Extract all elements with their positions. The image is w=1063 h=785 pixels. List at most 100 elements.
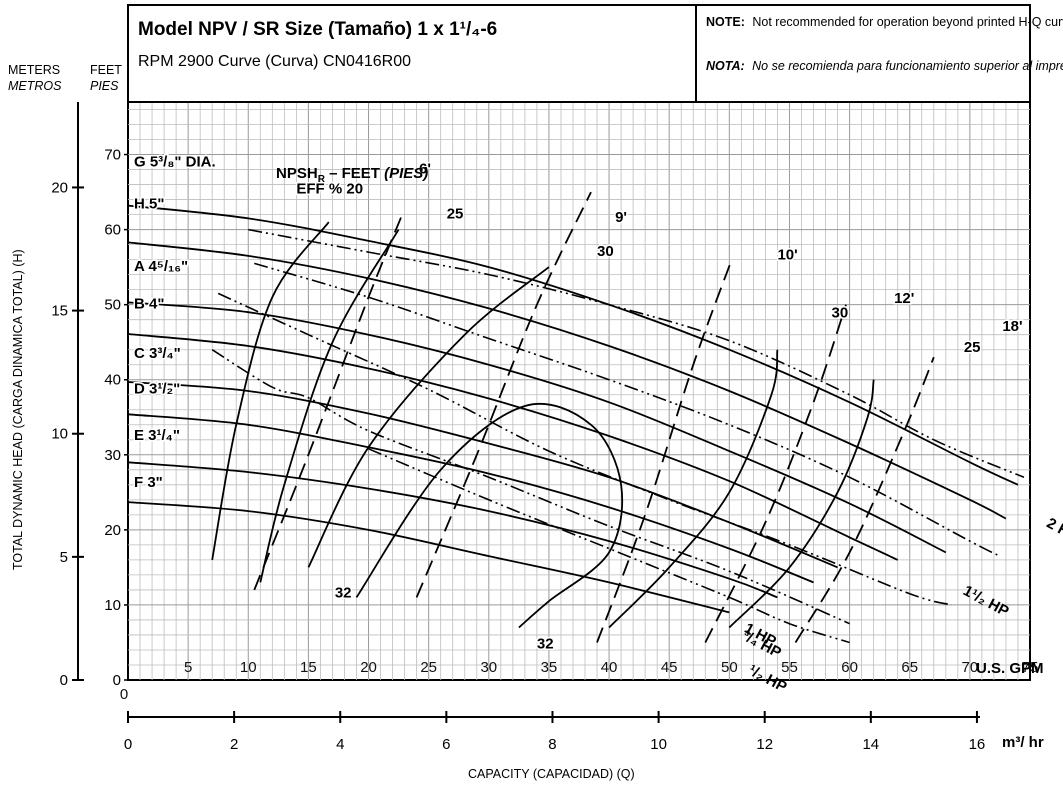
gpm-tick-label: 70	[962, 659, 979, 676]
eff-label: 25	[964, 339, 981, 356]
m3-tick-label: 10	[650, 736, 667, 753]
gpm-tick-label: 35	[541, 659, 558, 676]
impeller-label: F 3"	[134, 474, 163, 491]
meters-label: METERS	[8, 63, 60, 77]
model-title: Model NPV / SR Size (Tamaño) 1 x 1¹/₄-6	[138, 19, 497, 40]
gpm-tick-label: 65	[901, 659, 918, 676]
curve-labels: G 5³/₈" DIA. H 5" A 4⁵/₁₆" B 4" C 3³/₄" D 3¹/…	[133, 152, 1063, 696]
gpm-tick-label: 15	[300, 659, 317, 676]
feet-tick-label: 30	[104, 447, 121, 464]
note-en-label: NOTE:	[706, 15, 745, 29]
gpm-tick-label: 60	[841, 659, 858, 676]
npsh-curve	[794, 356, 935, 643]
feet-tick-label: 40	[104, 372, 121, 389]
npsh-curve	[253, 214, 404, 591]
m3-tick-label: 8	[548, 736, 556, 753]
feet-tick-label: 70	[104, 147, 121, 164]
note-es: NOTA: No se recomienda para funcionamien…	[706, 59, 1063, 73]
efficiency-curve	[259, 229, 400, 583]
m3-tick-label: 0	[124, 736, 132, 753]
gpm-tick-label: 30	[480, 659, 497, 676]
header-box	[127, 4, 697, 103]
m3-tick-label: 16	[969, 736, 986, 753]
gpm-tick-label: 50	[721, 659, 738, 676]
note-es-text: No se recomienda para funcionamiento sup…	[752, 59, 1063, 73]
npsh-curve	[704, 304, 847, 643]
feet-tick-label: 0	[113, 672, 121, 689]
efficiency-curve	[211, 221, 330, 561]
feet-label: FEET	[90, 63, 122, 77]
note-es-label: NOTA:	[706, 59, 745, 73]
plot-area	[127, 101, 1031, 681]
m3-tick-label: 14	[862, 736, 879, 753]
impeller-label: B 4"	[134, 295, 164, 312]
gpm-unit: U.S. GPM	[976, 660, 1044, 677]
meters-tick-label: 0	[60, 672, 68, 689]
eff-label: 25	[447, 205, 464, 222]
x-axis-title: CAPACITY (CAPACIDAD) (Q)	[468, 767, 635, 781]
note-en-text: Not recommended for operation beyond pri…	[752, 15, 1063, 29]
feet-tick-label: 10	[104, 597, 121, 614]
meters-tick-label: 5	[60, 549, 68, 566]
hp-curve	[254, 262, 1001, 557]
npsh-label: 6'	[419, 160, 431, 177]
impeller-label: D 3¹/₂"	[134, 380, 180, 397]
meters-tick-label: 10	[51, 426, 68, 443]
efficiency-curve	[728, 379, 875, 629]
efficiency-curve	[608, 349, 779, 629]
gpm-tick-label: 55	[781, 659, 798, 676]
note-en: NOTE: Not recommended for operation beyo…	[706, 15, 1063, 29]
gpm-tick-label: 40	[601, 659, 618, 676]
gpm-tick-label: 0	[120, 686, 128, 703]
rpm-curve-line: RPM 2900 Curve (Curva) CN0416R00	[138, 53, 411, 70]
impeller-curve	[127, 333, 899, 561]
npsh-label: 12'	[894, 290, 914, 307]
note-box	[695, 4, 1031, 103]
impeller-label: H 5"	[134, 196, 164, 213]
hp-curve	[217, 292, 952, 606]
gpm-tick-label: 25	[420, 659, 437, 676]
hp-curve	[368, 448, 850, 644]
impeller-curve	[127, 461, 778, 599]
impeller-label: C 3³/₄"	[134, 345, 181, 362]
impeller-curve	[127, 413, 814, 584]
impeller-curve	[127, 301, 947, 554]
eff-label: 30	[832, 304, 849, 321]
feet-tick-label: 20	[104, 522, 121, 539]
npsh-heading: NPSHR – FEET (PIES)	[276, 165, 428, 185]
impeller-curve	[127, 501, 730, 614]
curve-layer	[127, 191, 1025, 644]
impeller-label: E 3¹/₄"	[134, 427, 180, 444]
eff-label: 30	[597, 243, 614, 260]
feet-tick-label: 50	[104, 297, 121, 314]
eff-label: 32	[537, 635, 554, 652]
gpm-tick-label: 75	[1022, 659, 1039, 676]
impeller-curve	[127, 381, 838, 569]
meters-tick-label: 20	[51, 179, 68, 196]
npsh-label: 9'	[615, 209, 627, 226]
hp-curve	[248, 228, 1025, 479]
gpm-tick-label: 10	[240, 659, 257, 676]
impeller-label: A 4⁵/₁₆"	[134, 258, 188, 275]
m3-unit: m³/ hr	[1002, 734, 1044, 751]
m3-tick-label: 6	[442, 736, 450, 753]
npsh-label: 18'	[1002, 318, 1022, 335]
npsh-curve	[596, 259, 733, 643]
gpm-tick-label: 5	[184, 659, 192, 676]
efficiency-curve	[307, 266, 550, 568]
eff-label: EFF % 20	[296, 181, 363, 198]
metros-label: METROS	[8, 79, 62, 93]
impeller-curve	[127, 241, 1007, 520]
feet-tick-label: 60	[104, 222, 121, 239]
meters-tick-label: 15	[51, 303, 68, 320]
impeller-curve	[127, 204, 1019, 486]
impeller-label: G 5³/₈" DIA.	[134, 154, 216, 171]
efficiency-curve	[355, 402, 624, 629]
eff-label: 32	[335, 584, 352, 601]
npsh-label: 10'	[777, 247, 797, 264]
pies-label: PIES	[90, 79, 119, 93]
hp-label: 2 HP	[1044, 515, 1063, 546]
gpm-tick-label: 45	[661, 659, 678, 676]
